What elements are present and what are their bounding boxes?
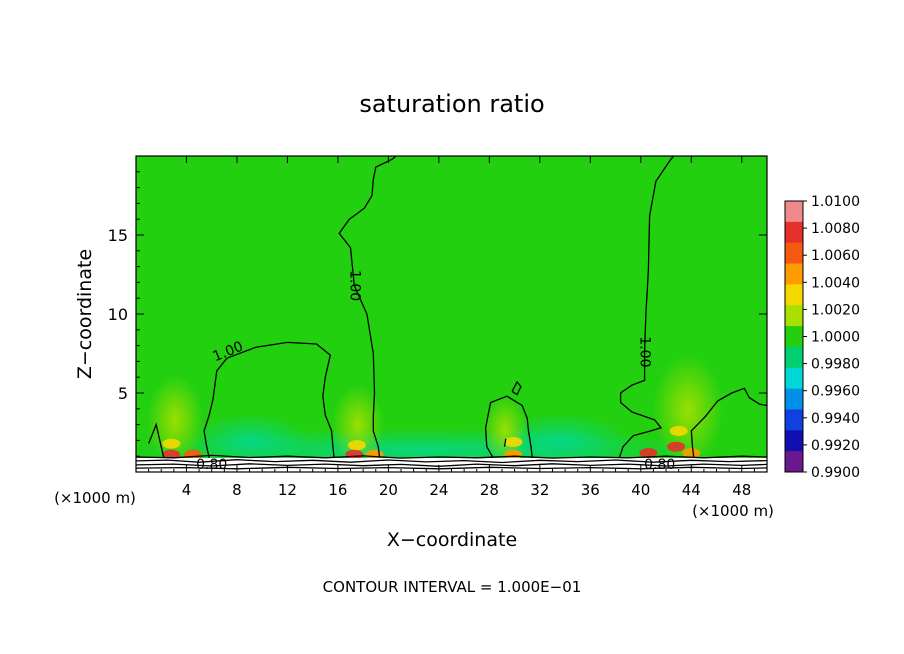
colorbar-swatch <box>785 242 803 264</box>
x-axis-unit-right: (×1000 m) <box>692 502 774 520</box>
contour-line-1.00-column-2 <box>618 156 675 459</box>
x-tick-label: 48 <box>732 481 751 499</box>
colorbar: 1.0100 1.0080 1.0060 1.0040 1.0020 1.0000 0.99… <box>784 194 860 481</box>
colorbar-swatch <box>785 346 803 369</box>
contour-line-1.00-column-1 <box>338 156 397 458</box>
contour-label: 1.00 <box>346 270 362 301</box>
contour-line-1.00-lobe-1 <box>203 341 335 458</box>
colorbar-label: 0.9900 <box>811 465 860 481</box>
warm-plume <box>147 375 203 465</box>
x-tick-label: 28 <box>480 481 499 499</box>
contour-line-surface-4 <box>136 466 767 470</box>
colorbar-swatch <box>785 284 803 306</box>
contour-line-1.00-lobe-2 <box>484 395 533 459</box>
contour-line-1.00-small-loop <box>511 380 522 396</box>
colorbar-swatch <box>785 388 803 410</box>
colorbar-swatch <box>785 201 803 223</box>
contour-line-surface-2 <box>136 459 767 464</box>
x-tick-label: 20 <box>379 481 398 499</box>
contour-line-1.00-left <box>147 422 165 458</box>
x-tick-label: 8 <box>232 481 242 499</box>
colorbar-label: 1.0040 <box>811 275 860 291</box>
x-tick-label: 24 <box>429 481 448 499</box>
colorbar-label: 0.9940 <box>811 411 860 427</box>
contour-label: 1.00 <box>637 336 653 367</box>
x-tick-label: 12 <box>278 481 297 499</box>
x-axis-label: X−coordinate <box>387 529 517 551</box>
colorbar-label: 0.9980 <box>811 357 860 373</box>
x-tick-label: 4 <box>182 481 192 499</box>
colorbar-label: 0.9920 <box>811 438 860 454</box>
x-tick-label: 44 <box>682 481 701 499</box>
colorbar-label: 1.0100 <box>811 194 860 210</box>
colorbar-label: 1.0080 <box>811 221 860 237</box>
contour-line-surface-1 <box>136 454 767 459</box>
colorbar-label: 1.0060 <box>811 248 860 264</box>
colorbar-label: 0.9960 <box>811 384 860 400</box>
colorbar-swatch <box>785 221 803 244</box>
y-axis: 5 10 15 <box>108 171 767 457</box>
warm-plume <box>653 355 723 465</box>
y-tick-label: 15 <box>108 226 128 245</box>
hotspot-mark <box>682 448 701 458</box>
cool-patch <box>190 414 310 466</box>
colorbar-swatch <box>785 326 803 348</box>
y-axis-label: Z−coordinate <box>74 249 96 379</box>
contour-line-1.00-tick <box>503 438 507 447</box>
x-tick-label: 16 <box>328 481 347 499</box>
x-tick-label: 40 <box>631 481 650 499</box>
colorbar-swatch <box>785 409 803 431</box>
hotspot-mark <box>504 437 523 447</box>
hotspot-mark <box>667 441 686 452</box>
contour-interval-note: CONTOUR INTERVAL = 1.000E−01 <box>323 578 582 596</box>
y-tick-label: 10 <box>108 305 128 324</box>
colorbar-swatch <box>785 263 803 285</box>
y-tick-label: 5 <box>118 384 128 403</box>
warm-plume <box>483 395 527 465</box>
colorbar-swatch <box>785 451 803 473</box>
colorbar-swatch <box>785 305 803 327</box>
colorbar-label: 1.0000 <box>811 330 860 346</box>
hotspot-mark <box>162 438 181 449</box>
colorbar-label: 1.0020 <box>811 302 860 318</box>
contour-label: 0.80 <box>644 457 675 473</box>
chart-title: saturation ratio <box>359 90 544 118</box>
plot-area <box>136 156 767 472</box>
warm-plume <box>332 385 384 465</box>
x-axis-unit-left: (×1000 m) <box>54 489 136 507</box>
x-tick-label: 32 <box>530 481 549 499</box>
x-tick-label: 36 <box>581 481 600 499</box>
contour-label: 0.80 <box>196 457 227 473</box>
hotspot-mark <box>347 440 366 451</box>
colorbar-swatch <box>785 430 803 452</box>
hotspot-mark <box>504 449 523 460</box>
colorbar-swatch <box>785 367 803 390</box>
contour-line-1.00-right <box>690 387 767 458</box>
hotspot-mark <box>669 425 688 436</box>
contour-line-surface-3 <box>136 463 767 467</box>
x-axis: 4 8 12 16 20 24 28 32 36 40 44 48 <box>148 156 755 499</box>
hotspot-mark <box>639 448 658 458</box>
